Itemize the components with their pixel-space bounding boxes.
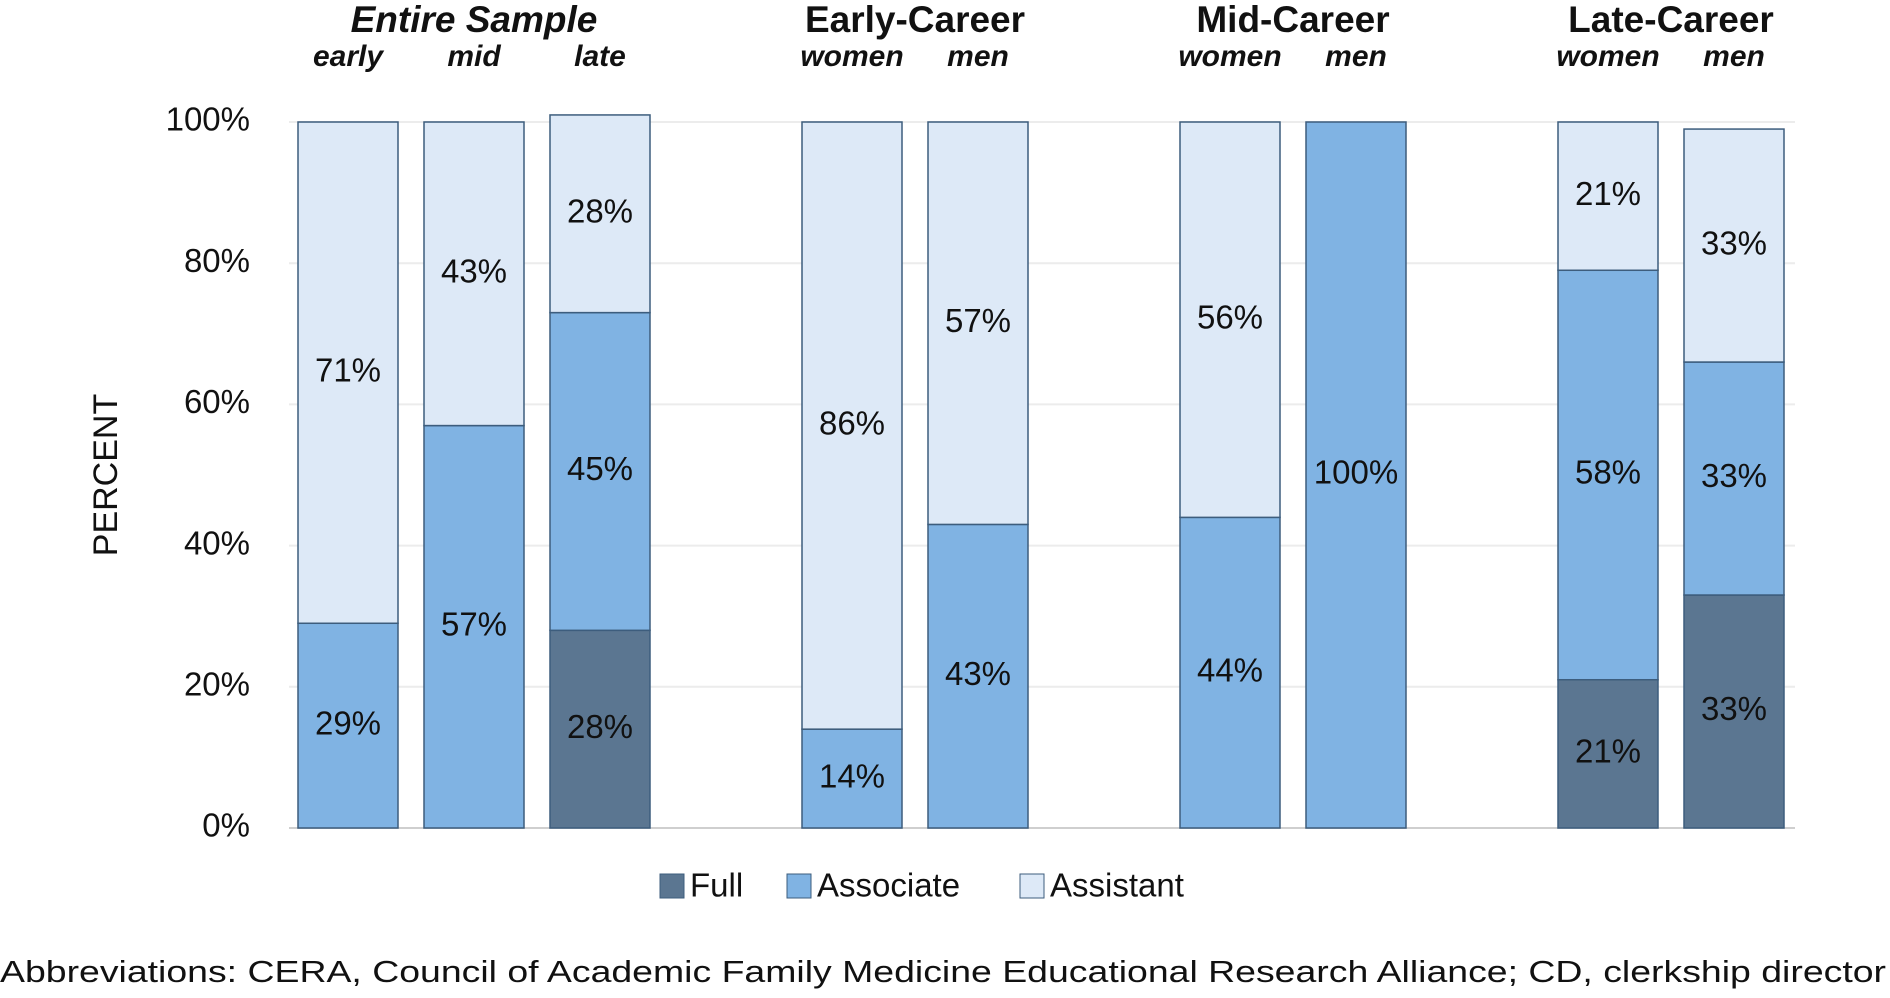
bar-segment [1305, 121, 1407, 829]
y-tick-label: 60% [184, 383, 250, 420]
bar-segment [549, 114, 651, 314]
data-label: 21% [1575, 175, 1641, 212]
data-label: 86% [819, 404, 885, 441]
x-tick-label: men [947, 40, 1009, 73]
bar-segment [297, 622, 399, 829]
data-label: 33% [1701, 690, 1767, 727]
data-label: 14% [819, 757, 885, 794]
data-label: 57% [945, 302, 1011, 339]
group-title: Late-Career [1568, 0, 1774, 40]
data-label: 56% [1197, 298, 1263, 335]
bar-segment [1683, 361, 1785, 596]
group-title: Mid-Career [1196, 0, 1389, 40]
bar-segment [423, 424, 525, 829]
x-tick-label: mid [447, 40, 501, 73]
data-label: 100% [1314, 454, 1398, 491]
bar-segment [927, 121, 1029, 526]
legend-label: Associate [817, 867, 960, 904]
data-label: 43% [441, 253, 507, 290]
y-tick-label: 80% [184, 242, 250, 279]
y-tick-label: 40% [184, 524, 250, 561]
legend-swatch [659, 873, 685, 899]
bar-segment [1179, 121, 1281, 519]
data-label: 71% [315, 351, 381, 388]
x-tick-label: women [1556, 40, 1659, 73]
bar-segment [927, 523, 1029, 829]
bar-segment [1683, 128, 1785, 363]
data-label: 28% [567, 192, 633, 229]
x-tick-label: men [1703, 40, 1765, 73]
data-label: 28% [567, 708, 633, 745]
data-label: 44% [1197, 651, 1263, 688]
footnote: Abbreviations: CERA, Council of Academic… [0, 954, 1886, 989]
bar-segment [549, 629, 651, 829]
bar-segment [1557, 269, 1659, 681]
legend-label: Full [690, 867, 743, 904]
x-tick-label: early [313, 40, 384, 73]
bar-segment [297, 121, 399, 625]
data-label: 45% [567, 450, 633, 487]
group-title: Entire Sample [351, 0, 598, 40]
y-tick-label: 0% [202, 807, 250, 844]
bar-segment [1557, 678, 1659, 829]
bar-segment [1557, 121, 1659, 272]
bar-segment [1179, 516, 1281, 829]
bar-segment [801, 728, 903, 829]
bar-segment [801, 121, 903, 730]
data-label: 33% [1701, 457, 1767, 494]
data-label: 33% [1701, 224, 1767, 261]
y-axis-label: PERCENT [87, 394, 125, 556]
legend-label: Assistant [1050, 867, 1184, 904]
legend-swatch [1019, 873, 1045, 899]
data-label: 29% [315, 704, 381, 741]
data-label: 57% [441, 606, 507, 643]
x-tick-label: women [1178, 40, 1281, 73]
bar-segment [423, 121, 525, 427]
x-tick-label: late [574, 40, 626, 73]
legend-swatch [786, 873, 812, 899]
x-tick-label: men [1325, 40, 1387, 73]
group-title: Early-Career [805, 0, 1025, 40]
y-tick-label: 100% [166, 101, 250, 138]
y-tick-label: 20% [184, 666, 250, 703]
data-label: 43% [945, 655, 1011, 692]
x-tick-label: women [800, 40, 903, 73]
data-label: 58% [1575, 454, 1641, 491]
bar-segment [549, 311, 651, 632]
data-label: 21% [1575, 733, 1641, 770]
